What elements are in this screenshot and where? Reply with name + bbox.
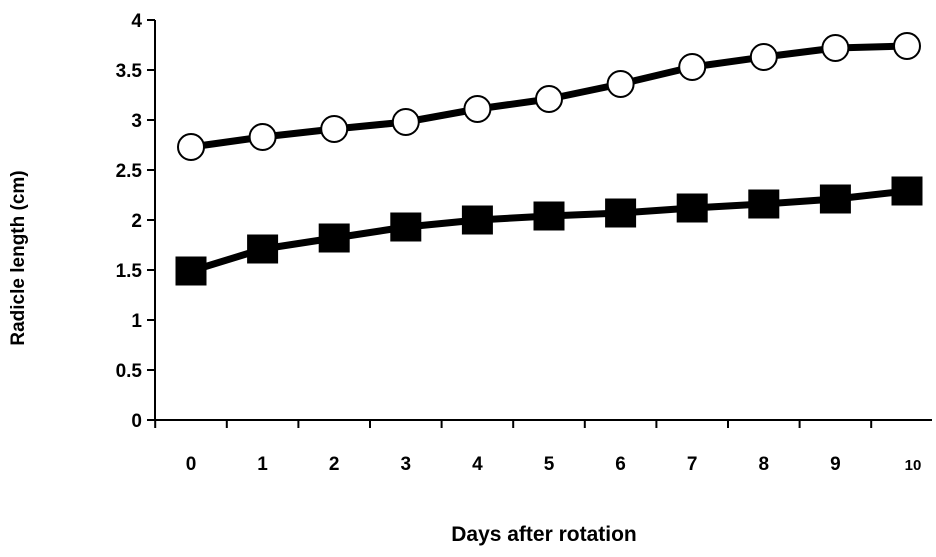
data-point-circle	[248, 123, 277, 151]
data-point-circle	[177, 133, 205, 161]
x-tick-label: 5	[544, 454, 555, 475]
y-tick-label: 3	[131, 111, 142, 132]
tick-labels: 0 0.5 1 1.5 2 2.5 3 3.5 4 0 1 2 3 4 5 6 7 8 9 10	[116, 11, 922, 475]
data-point-square	[676, 193, 708, 223]
data-point-circle	[320, 115, 349, 143]
data-point-circle	[678, 53, 707, 81]
x-tick-label: 7	[687, 454, 698, 475]
data-point-square	[748, 189, 780, 219]
tick-marks	[147, 19, 873, 428]
data-point-square	[390, 212, 422, 242]
data-point-circle	[821, 34, 850, 62]
y-tick-label: 0	[131, 411, 142, 432]
y-tick-label: 3.5	[116, 61, 143, 82]
data-point-square	[461, 205, 493, 235]
y-tick-label: 4	[131, 11, 142, 32]
y-axis-title: Radicle length (cm)	[8, 170, 29, 345]
x-tick-label: 2	[329, 454, 340, 475]
x-axis-title: Days after rotation	[451, 523, 637, 546]
data-point-square	[605, 198, 637, 228]
data-point-square	[247, 234, 279, 264]
x-tick-label: 3	[401, 454, 412, 475]
x-tick-label: 9	[830, 454, 841, 475]
data-point-circle	[391, 108, 420, 136]
x-tick-label: 0	[186, 454, 197, 475]
x-tick-label: 8	[759, 454, 770, 475]
y-tick-label: 1.5	[116, 261, 143, 282]
x-tick-label: 4	[472, 454, 483, 475]
y-tick-label: 2	[131, 211, 142, 232]
data-point-circle	[535, 85, 563, 113]
data-markers	[175, 32, 923, 286]
y-tick-label: 0.5	[116, 361, 143, 382]
x-tick-label: 1	[257, 454, 268, 475]
data-point-square	[819, 184, 851, 214]
x-tick-label: 6	[615, 454, 626, 475]
data-point-circle	[606, 70, 635, 98]
series-lines	[187, 42, 911, 275]
data-point-circle	[749, 43, 778, 71]
data-point-circle	[893, 32, 921, 60]
data-point-circle	[463, 95, 492, 123]
data-point-square	[175, 256, 207, 286]
x-tick-label: 10	[905, 457, 922, 474]
y-tick-label: 2.5	[116, 161, 143, 182]
y-tick-label: 1	[131, 311, 142, 332]
data-point-square	[891, 176, 923, 206]
data-point-square	[318, 223, 350, 253]
data-point-square	[533, 201, 565, 231]
